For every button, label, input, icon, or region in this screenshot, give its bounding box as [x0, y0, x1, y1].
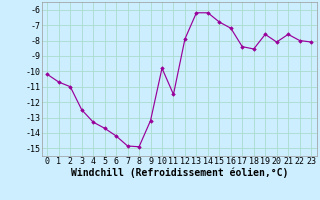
X-axis label: Windchill (Refroidissement éolien,°C): Windchill (Refroidissement éolien,°C) [70, 168, 288, 178]
